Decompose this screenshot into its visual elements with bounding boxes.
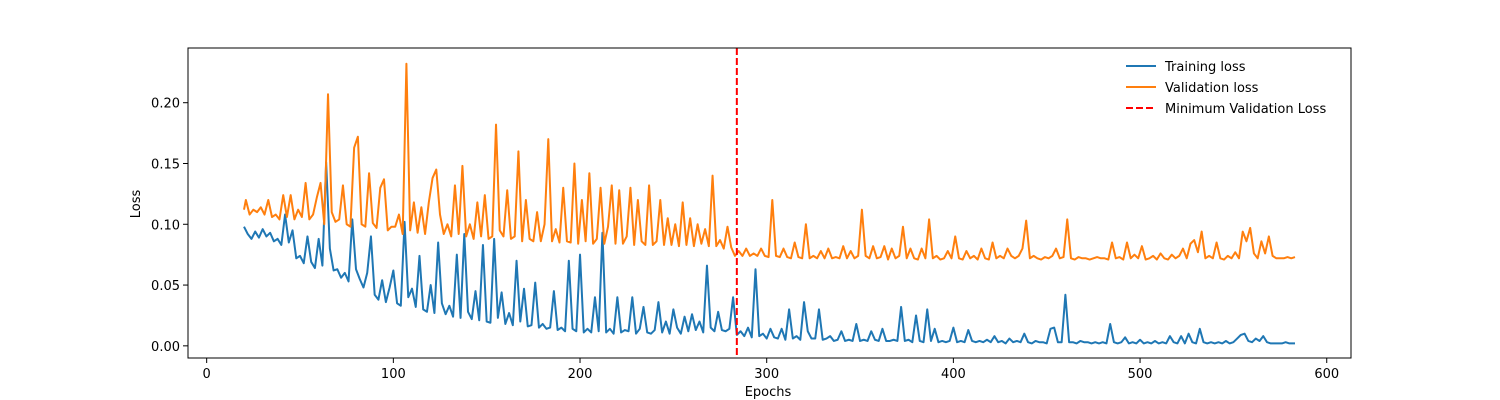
legend-label: Training loss [1164, 60, 1246, 75]
x-tick-label: 200 [568, 367, 593, 382]
legend-label: Validation loss [1165, 81, 1259, 96]
x-tick-label: 600 [1314, 367, 1339, 382]
x-axis-label: Epochs [745, 385, 792, 400]
legend: Training loss Validation loss Minimum Vali… [1126, 60, 1326, 117]
series-line-training-loss [243, 161, 1295, 345]
y-tick-label: 0.15 [151, 157, 180, 172]
y-tick-label: 0.20 [151, 97, 180, 112]
x-tick-label: 500 [1128, 367, 1153, 382]
plot-frame [187, 47, 1352, 359]
y-tick-label: 0.05 [151, 279, 180, 294]
series-line-validation-loss [243, 62, 1296, 261]
x-axis: 0 100 200 300 400 500 600 [203, 358, 1339, 382]
plot-area [187, 47, 1352, 359]
series-group [243, 48, 1296, 358]
y-tick-label: 0.10 [151, 218, 180, 233]
y-tick-label: 0.00 [151, 340, 180, 355]
x-tick-label: 300 [754, 367, 779, 382]
x-tick-label: 400 [941, 367, 966, 382]
y-axis-label: Loss [129, 190, 144, 219]
x-tick-label: 0 [203, 367, 211, 382]
y-axis: 0.00 0.05 0.10 0.15 0.20 [151, 97, 188, 355]
x-tick-label: 100 [381, 367, 406, 382]
legend-label: Minimum Validation Loss [1165, 102, 1326, 117]
